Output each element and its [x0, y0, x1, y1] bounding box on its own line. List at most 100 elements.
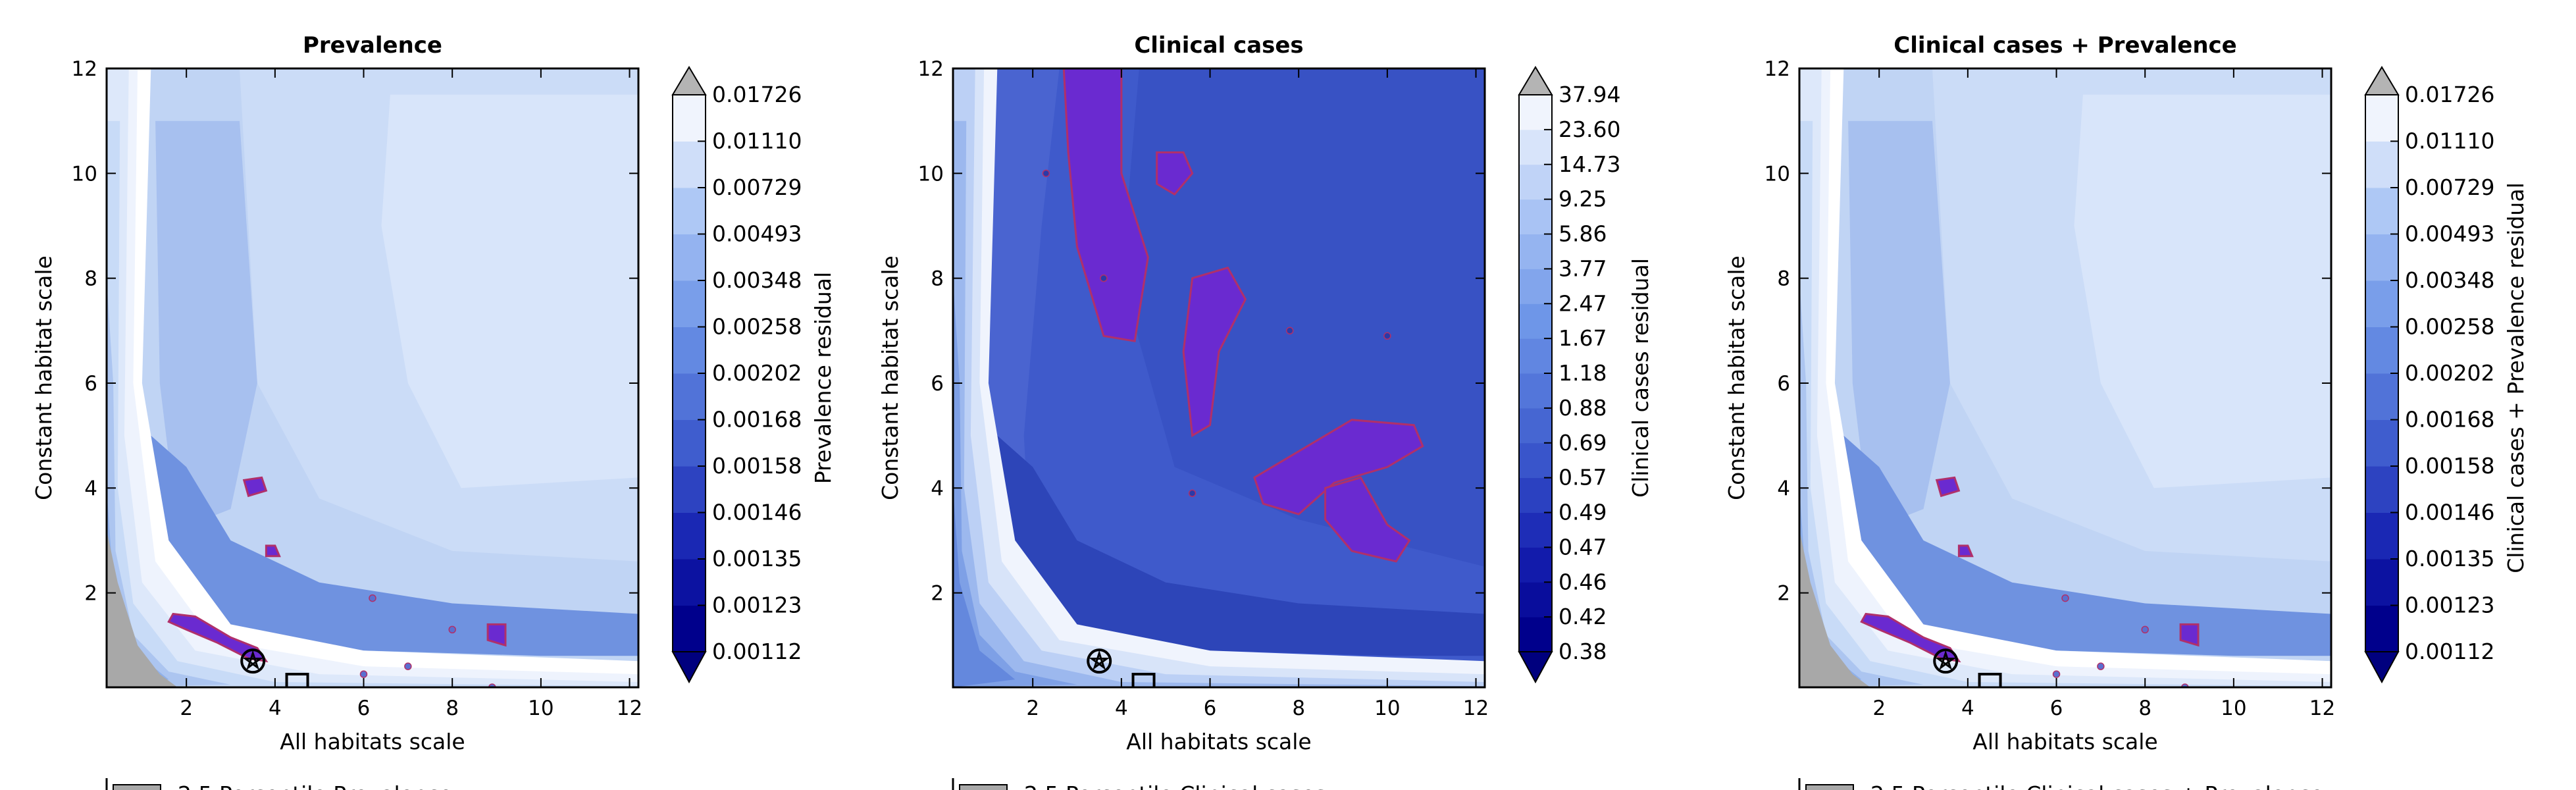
y-axis: 2 4 6 8 10 12	[1765, 57, 2331, 606]
plot-frame	[1798, 67, 2332, 689]
colorbar-segment	[1519, 234, 1552, 269]
colorbar-extend-low	[1518, 651, 1553, 684]
colorbar-label: Prevalence residual	[810, 272, 836, 484]
contour-spot	[1188, 489, 1197, 498]
y-tick-label: 2	[1777, 582, 1790, 606]
x-axis-label: All habitats scale	[1972, 729, 2157, 754]
colorbar-tick-label: 0.00729	[2405, 174, 2494, 200]
colorbar-segment	[1519, 442, 1552, 479]
optimum-marker-icon	[240, 648, 266, 674]
colorbar-segment	[1519, 303, 1552, 339]
x-tick-label: 8	[2138, 697, 2151, 720]
colorbar-segment	[2365, 605, 2398, 652]
percentile-region	[1324, 476, 1411, 563]
y-tick-label: 2	[84, 582, 97, 606]
colorbar-segment	[1519, 512, 1552, 548]
x-tick-label: 6	[1204, 697, 1217, 720]
colorbar-tick-label: 0.00135	[2405, 546, 2494, 571]
colorbar-extend-high	[2364, 66, 2400, 95]
colorbar-tick-label: 0.01110	[712, 128, 802, 154]
x-tick-label: 4	[1961, 697, 1974, 720]
contour-spot	[1383, 332, 1391, 340]
colorbar-segment	[673, 234, 706, 281]
legend-text: 2.5 Percentile Clinical cases + Prevalen…	[1870, 781, 2324, 790]
colorbar-segment	[2365, 466, 2398, 513]
colorbar-segment	[2365, 512, 2398, 560]
percentile-region	[242, 476, 268, 498]
colorbar-segment	[673, 373, 706, 420]
colorbar-tick-label: 0.01726	[2405, 82, 2494, 107]
colorbar-segment	[1519, 617, 1552, 652]
colorbar-tick-label: 0.00112	[2405, 639, 2494, 664]
colorbar-segment	[673, 141, 706, 188]
colorbar-tick-label: 0.49	[1558, 500, 1607, 525]
colorbar-segment	[673, 419, 706, 467]
colorbar-tick-label: 2.47	[1558, 290, 1607, 316]
colorbar-segment	[673, 95, 706, 142]
colorbar-segment	[673, 466, 706, 513]
colorbar-tick-label: 0.01110	[2405, 128, 2494, 154]
x-tick-label: 10	[528, 697, 554, 720]
contour-spot	[2052, 670, 2061, 678]
star-icon	[1089, 650, 1110, 670]
y-tick-label: 6	[931, 372, 944, 396]
plot-frame	[952, 67, 1486, 689]
optimum-marker-icon	[1933, 648, 1959, 674]
colorbar-extend-low	[2364, 651, 2400, 684]
star-icon	[1935, 650, 1957, 670]
colorbar-segment	[1519, 269, 1552, 304]
colorbar-tick-label: 0.38	[1558, 639, 1607, 664]
colorbar-label: Clinical cases residual	[1628, 258, 1653, 498]
x-tick-label: 4	[1115, 697, 1128, 720]
colorbar-tick-label: 0.01726	[712, 82, 802, 107]
contour-fill	[1799, 68, 2331, 687]
contour-spot	[1100, 274, 1108, 282]
colorbar-tick-label: 0.47	[1558, 534, 1607, 560]
x-axis: 2 4 6 8 10 12	[1872, 68, 2335, 720]
colorbar-segment	[2365, 234, 2398, 281]
percentile-region	[1957, 544, 1974, 558]
colorbar-tick-label: 0.00202	[2405, 360, 2494, 386]
legend-swatch	[1805, 784, 1854, 790]
legend-swatch	[113, 784, 161, 790]
colorbar-segment	[2365, 419, 2398, 467]
colorbar-segment	[1519, 408, 1552, 444]
chart-title: Clinical cases + Prevalence	[1893, 32, 2237, 59]
colorbar-extend-high	[671, 66, 707, 95]
y-axis: 2 4 6 8 10 12	[918, 57, 1485, 606]
colorbar-tick-label: 37.94	[1558, 82, 1620, 107]
x-tick-label: 2	[1872, 697, 1886, 720]
colorbar-tick-label: 23.60	[1558, 117, 1620, 142]
legend: 2.5 Percentile Clinical cases + Prevalen…	[1798, 778, 2324, 790]
contour-band	[1848, 120, 1950, 530]
x-tick-label: 2	[180, 697, 193, 720]
x-tick-label: 12	[2309, 697, 2335, 720]
colorbar-segment	[2365, 141, 2398, 188]
panel-clinical-cases-plus-prevalence: Clinical cases + Prevalence 2 4 6 8 10 12 2 4 6…	[1724, 32, 2529, 790]
colorbar-tick-label: 5.86	[1558, 221, 1607, 247]
percentile-region	[1253, 419, 1424, 515]
colorbar-segment	[1519, 582, 1552, 618]
colorbar-tick-label: 9.25	[1558, 186, 1607, 212]
y-axis-label: Constant habitat scale	[1724, 255, 1749, 500]
colorbar-tick-label: 0.42	[1558, 604, 1607, 629]
x-tick-label: 2	[1026, 697, 1039, 720]
percentile-region	[265, 544, 281, 558]
colorbar-segment	[2365, 327, 2398, 374]
contour-spot	[404, 662, 412, 670]
colorbar-tick-label: 0.69	[1558, 430, 1607, 456]
contour-spot	[359, 670, 368, 678]
colorbar-segment	[1519, 95, 1552, 130]
colorbar-tick-label: 0.00112	[712, 639, 802, 664]
y-tick-label: 10	[1765, 162, 1790, 186]
colorbar-tick-label: 0.00729	[712, 174, 802, 200]
legend: 2.5 Percentile Prevalence	[105, 778, 452, 790]
x-tick-label: 8	[446, 697, 459, 720]
contour-band	[1799, 68, 2331, 687]
plot-frame	[105, 67, 640, 689]
colorbar-segment	[2365, 559, 2398, 606]
contour-band	[381, 94, 638, 488]
x-axis-label: All habitats scale	[1126, 729, 1311, 754]
colorbar-tick-label: 1.67	[1558, 325, 1607, 351]
colorbar-tick-label: 0.00146	[2405, 500, 2494, 525]
